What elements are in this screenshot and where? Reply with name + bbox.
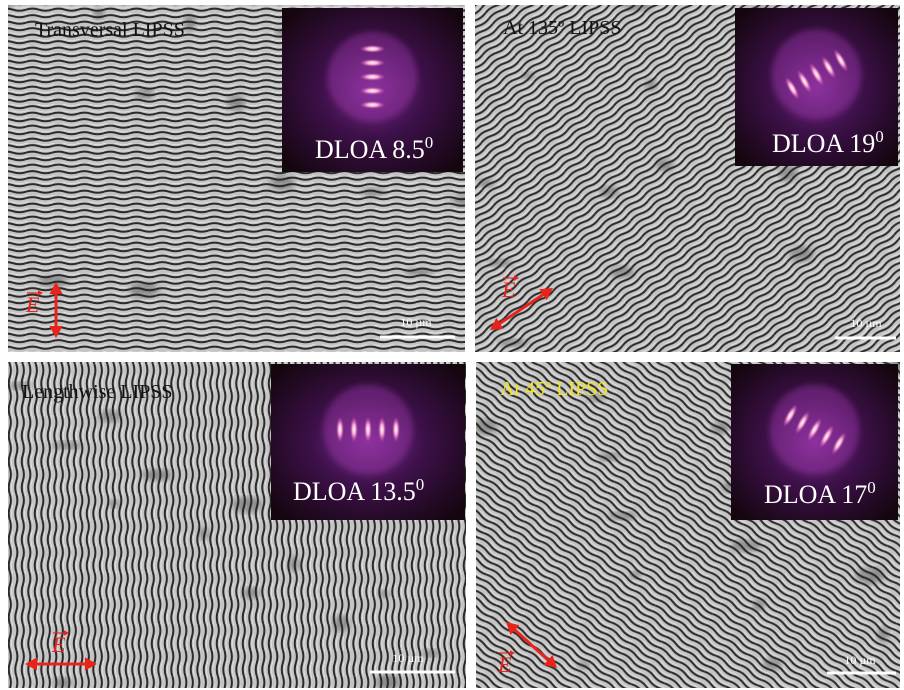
- defect: [288, 556, 300, 572]
- defect: [488, 259, 512, 267]
- defect: [473, 419, 497, 435]
- defect: [656, 159, 674, 171]
- dloa-label: DLOA 190: [772, 127, 884, 158]
- panel-title: At 45º LIPSS: [500, 378, 608, 400]
- fft-spot: [360, 101, 386, 109]
- scale-label: 10 µm: [392, 651, 424, 665]
- defect: [607, 512, 637, 520]
- defect: [108, 500, 120, 508]
- defect: [629, 571, 641, 579]
- defect: [227, 95, 245, 111]
- defect: [731, 540, 761, 552]
- defect: [404, 268, 434, 276]
- defect: [477, 179, 495, 187]
- defect: [98, 410, 122, 422]
- panel-title: Transversal LIPSS: [35, 19, 185, 41]
- defect: [711, 422, 729, 434]
- defect: [129, 282, 159, 298]
- defect: [376, 674, 400, 690]
- defect: [422, 649, 440, 657]
- panel-title: Lengthwise LIPSS: [22, 381, 173, 403]
- dloa-value: DLOA 17: [764, 480, 867, 509]
- figure: DLOA 8.50Transversal LIPSSE10 µmDLOA 190…: [0, 0, 904, 690]
- defect: [597, 453, 621, 461]
- field-label: E: [501, 277, 516, 302]
- defect: [611, 266, 635, 278]
- field-label: E: [25, 292, 40, 317]
- defect: [452, 195, 476, 207]
- fft-spot: [360, 59, 386, 67]
- panel-title: At 135º LIPSS: [503, 17, 621, 39]
- defect: [877, 627, 889, 643]
- fft-spot: [360, 73, 386, 81]
- defect: [198, 528, 210, 540]
- dloa-label: DLOA 8.50: [315, 133, 433, 164]
- dloa-value: DLOA 13.5: [293, 477, 416, 506]
- dloa-label: DLOA 13.50: [293, 475, 424, 506]
- defect: [184, 15, 196, 31]
- defect: [779, 166, 797, 182]
- defect: [232, 497, 262, 513]
- fft-spot: [360, 45, 386, 53]
- defect: [136, 88, 154, 100]
- fft-spot: [378, 417, 386, 443]
- defect: [2, 1, 14, 9]
- dloa-superscript: 0: [425, 133, 434, 152]
- dloa-label: DLOA 170: [764, 478, 876, 509]
- sem-panel: DLOA 190 At 135º LIPSS E 10 µm: [475, 0, 903, 352]
- sem-panel: DLOA 8.50 Transversal LIPSS E 10 µm: [2, 1, 476, 352]
- defect: [790, 246, 814, 262]
- scale-label: 10 µm: [400, 315, 432, 329]
- defect: [52, 441, 82, 449]
- defect: [361, 188, 385, 196]
- defect: [142, 469, 172, 481]
- fft-spot: [364, 417, 372, 443]
- defect: [378, 590, 390, 598]
- fft-spot: [336, 417, 344, 443]
- dloa-value: DLOA 8.5: [315, 135, 425, 164]
- defect: [242, 587, 260, 599]
- field-label: E: [497, 652, 512, 677]
- defect: [270, 175, 294, 191]
- defect: [577, 661, 589, 669]
- defect: [763, 658, 781, 670]
- fft-spot: [360, 87, 386, 95]
- scale-label: 10 µm: [844, 653, 876, 667]
- scale-label: 10 µm: [850, 316, 882, 330]
- defect: [38, 275, 68, 287]
- dloa-superscript: 0: [867, 478, 876, 497]
- defect: [332, 615, 350, 631]
- defect: [522, 72, 534, 80]
- dloa-superscript: 0: [875, 127, 884, 146]
- defect: [499, 339, 529, 347]
- dloa-superscript: 0: [416, 475, 425, 494]
- defect: [753, 599, 765, 611]
- defect: [855, 568, 885, 584]
- defect: [600, 186, 618, 198]
- sem-panel: DLOA 170 At 45º LIPSS E 10 µm: [473, 360, 904, 688]
- defect: [645, 79, 657, 91]
- field-label: E: [51, 632, 66, 657]
- fft-spot: [392, 417, 400, 443]
- fft-spot: [350, 417, 358, 443]
- dloa-value: DLOA 19: [772, 129, 875, 158]
- defect: [54, 677, 72, 689]
- sem-panel: DLOA 13.50 Lengthwise LIPSS E 10 µm: [8, 362, 466, 690]
